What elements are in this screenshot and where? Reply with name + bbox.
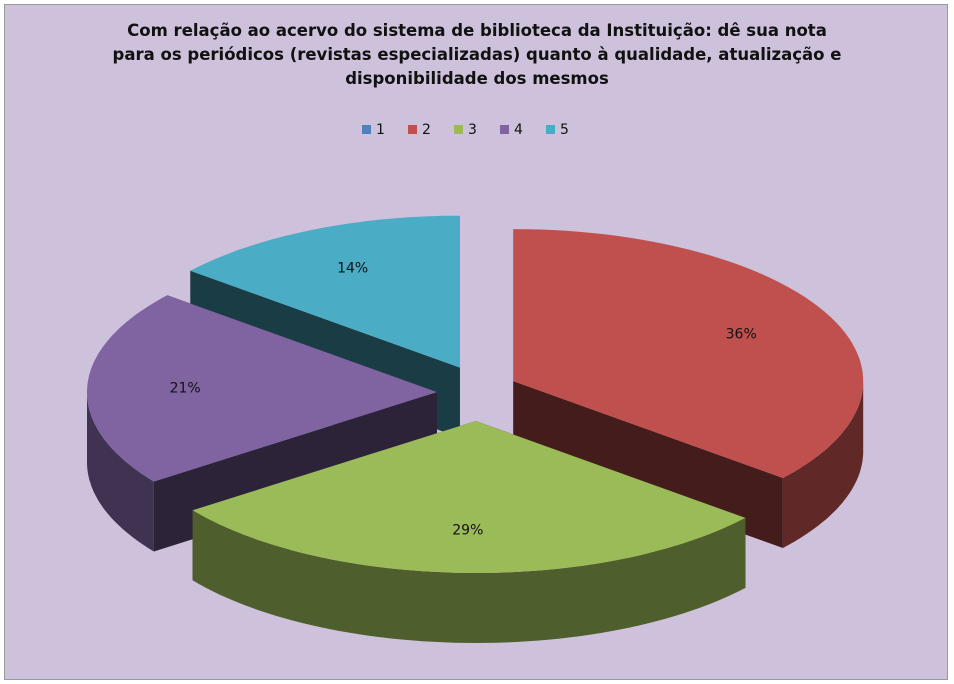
legend-label: 3 bbox=[468, 122, 477, 138]
data-label: 36% bbox=[726, 326, 757, 342]
data-label: 14% bbox=[337, 261, 368, 277]
legend-label: 1 bbox=[376, 122, 385, 138]
slice: 29% bbox=[192, 420, 746, 643]
slice-wall bbox=[87, 392, 154, 552]
slice-side bbox=[513, 381, 783, 548]
legend-label: 4 bbox=[514, 122, 523, 138]
legend-swatch bbox=[454, 125, 463, 134]
slice-top bbox=[87, 295, 438, 482]
legend-swatch bbox=[546, 125, 555, 134]
legend-label: 5 bbox=[560, 122, 569, 138]
slice-top bbox=[513, 229, 864, 478]
slice-top bbox=[192, 420, 746, 573]
slice-wall bbox=[192, 510, 746, 643]
slice-top bbox=[190, 215, 461, 368]
data-label: 21% bbox=[170, 381, 201, 397]
data-label: 29% bbox=[452, 522, 483, 538]
legend-swatch bbox=[408, 125, 417, 134]
slice: 36% bbox=[513, 229, 864, 548]
chart: Com relação ao acervo do sistema de bibl… bbox=[4, 4, 948, 680]
legend-label: 2 bbox=[422, 122, 431, 138]
chart-title: Com relação ao acervo do sistema de bibl… bbox=[112, 21, 842, 88]
legend-swatch bbox=[500, 125, 509, 134]
plot: 1 2 3 4 5 14% 36% 21% 29% bbox=[87, 122, 864, 643]
slice-wall bbox=[782, 381, 864, 548]
legend-swatch bbox=[362, 125, 371, 134]
